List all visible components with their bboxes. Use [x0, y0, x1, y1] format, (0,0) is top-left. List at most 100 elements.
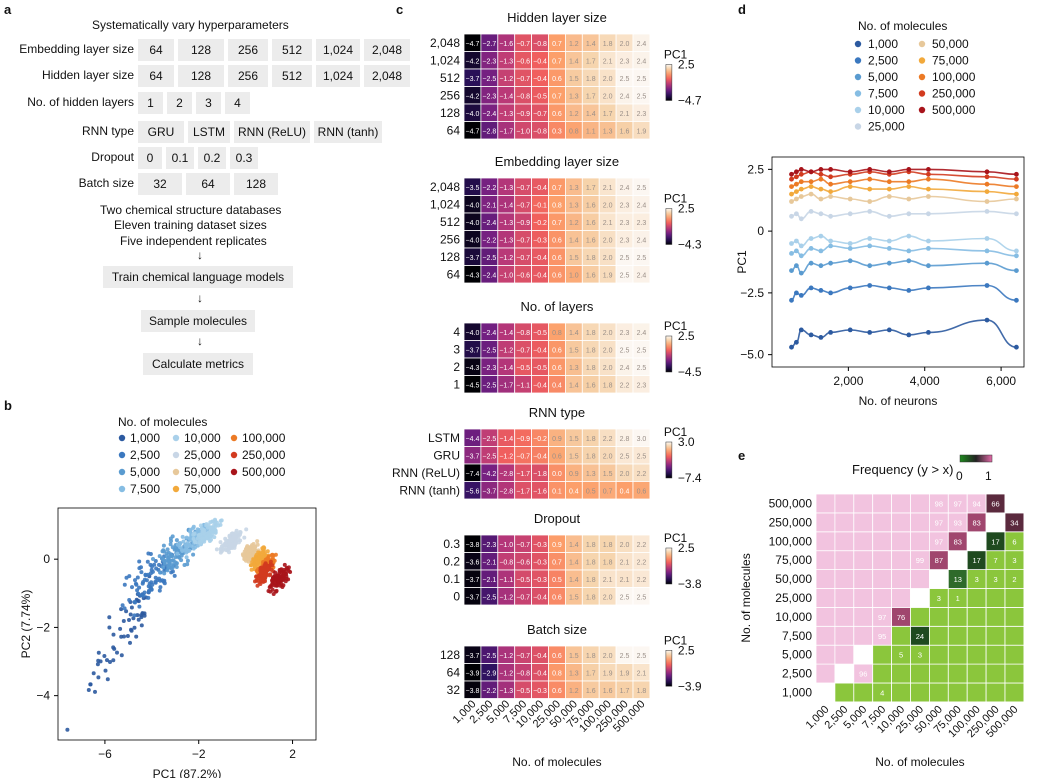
frequency-cell-value: 97: [878, 613, 886, 622]
pca-point: [208, 520, 213, 525]
heatmap-row-label: 128: [440, 648, 460, 662]
pca-point: [135, 575, 140, 580]
pca-point: [93, 689, 97, 694]
heatmap-row-label: 512: [440, 215, 460, 229]
frequency-cell: [853, 606, 874, 627]
pca-point: [277, 573, 282, 578]
colorbar-title: PC1: [664, 425, 688, 439]
param-value: GRU: [138, 121, 184, 143]
series-point: [818, 263, 824, 269]
series-point: [1014, 248, 1019, 254]
pca-point: [259, 554, 264, 559]
frequency-y-tick: 250,000: [769, 515, 813, 529]
series-point: [867, 330, 873, 335]
heatmap-cell-value: 2.2: [620, 382, 630, 389]
heatmap-cell-value: −1.3: [499, 111, 513, 118]
frequency-cell-value: 98: [935, 499, 943, 508]
series-point: [906, 196, 912, 202]
pca-point: [143, 572, 148, 577]
pca-x-tick: −2: [192, 747, 206, 761]
pca-point: [258, 578, 263, 583]
pca-x-tick: −6: [98, 747, 112, 761]
pca-legend-label: 25,000: [184, 448, 221, 462]
pca-point: [135, 613, 140, 618]
frequency-y-tick: 25,000: [775, 591, 812, 605]
heatmap-cell-value: −0.8: [533, 41, 547, 48]
heatmap-cell-value: 0.6: [552, 272, 562, 279]
heatmap-title: No. of layers: [520, 299, 593, 314]
heatmap-cell-value: −2.4: [482, 272, 496, 279]
heatmap-row-label: 32: [447, 683, 461, 697]
pca-scatter-chart: No. of molecules 1,000 2,500 5,000 7,500 10,0…: [19, 415, 317, 778]
frequency-cell: [966, 588, 987, 608]
heatmap-cell-value: −4.5: [466, 382, 480, 389]
heatmap-cell-value: −3.8: [466, 542, 480, 549]
heatmap-row-label: 128: [440, 250, 460, 264]
series-point: [984, 189, 990, 195]
series-point: [794, 339, 799, 345]
heatmap-cell-value: 2.5: [620, 453, 630, 460]
frequency-cell: [947, 606, 968, 627]
heatmap-cell-value: −2.5: [482, 653, 496, 660]
pca-point: [241, 553, 246, 558]
pca-point: [260, 567, 265, 572]
heatmap-cell-value: −1.2: [499, 347, 513, 354]
pca-point: [128, 612, 133, 617]
heatmap-cell-value: −0.4: [533, 255, 547, 262]
pca-point: [201, 529, 206, 534]
neurons-x-tick: 6,000: [986, 374, 1016, 388]
neurons-legend-label: 75,000: [932, 54, 969, 68]
pca-point: [205, 536, 209, 541]
heatmap-cell-value: −2.8: [499, 471, 513, 478]
pca-point: [198, 542, 203, 547]
pca-point: [161, 543, 166, 548]
series-point: [906, 184, 912, 190]
pca-point: [265, 556, 270, 561]
pca-point: [122, 606, 127, 611]
heatmap-cell-value: −2.1: [482, 577, 496, 584]
pca-point: [122, 582, 127, 587]
heatmap-cell-value: −0.1: [533, 202, 547, 209]
heatmap-cell-value: 1.8: [603, 382, 613, 389]
heatmap-cell-value: −1.7: [516, 488, 530, 495]
frequency-cell: [815, 493, 836, 514]
heatmap-cell-value: −4.0: [466, 237, 480, 244]
param-value: 1,024: [316, 65, 360, 87]
pca-legend-label: 250,000: [242, 448, 286, 462]
heatmap-cell-value: −0.7: [533, 111, 547, 118]
heatmap-cell-value: 1.6: [586, 220, 596, 227]
heatmap-cell-value: −1.2: [499, 653, 513, 660]
pca-point: [146, 595, 151, 600]
heatmap-cell-value: −4.0: [466, 202, 480, 209]
frequency-heatmap: Frequency (y > x) 0 1 4 1,000 96 2,500 5 3 5,000 9…: [739, 454, 1025, 769]
series-point: [794, 238, 799, 244]
heatmap-cell-value: −1.2: [499, 670, 513, 677]
heatmap-cell-value: −3.9: [466, 670, 480, 677]
pca-point: [184, 555, 189, 560]
legend-swatch: [918, 90, 926, 97]
heatmap-cell-value: −2.5: [482, 453, 496, 460]
pca-point: [174, 561, 179, 566]
frequency-cell: [985, 588, 1006, 608]
series-point: [847, 285, 853, 291]
heatmap-cell-value: 0.7: [552, 220, 562, 227]
frequency-colorbar: [959, 454, 993, 463]
neurons-legend-title: No. of molecules: [858, 19, 947, 33]
series-point: [906, 258, 912, 264]
heatmap-cell-value: 1.8: [603, 559, 613, 566]
series-point: [886, 260, 892, 266]
heatmap-row-label: 64: [447, 123, 461, 137]
pca-point: [168, 542, 173, 547]
frequency-cell-value: 17: [991, 537, 999, 546]
heatmap-cell-value: −4.2: [466, 58, 480, 65]
series-point: [847, 327, 853, 333]
series-point: [1014, 191, 1019, 197]
colorbar-max: 2.5: [678, 58, 695, 72]
heatmap-cell-value: −1.8: [533, 471, 547, 478]
series-point: [789, 199, 794, 204]
pca-point: [137, 585, 142, 590]
pca-point: [111, 645, 116, 650]
heatmap-cell-value: 0.6: [552, 594, 562, 601]
series-point: [886, 186, 892, 192]
